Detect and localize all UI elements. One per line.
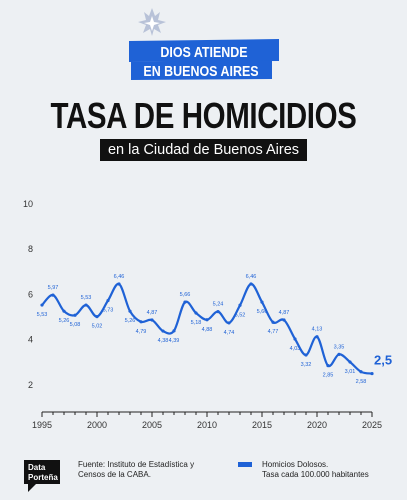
y-tick-label: 10 [23, 199, 33, 209]
x-tick-label: 2005 [142, 420, 162, 430]
x-tick-label: 2000 [87, 420, 107, 430]
x-tick-label: 2020 [307, 420, 327, 430]
data-label: 4,88 [202, 327, 213, 333]
data-label: 4,74 [224, 330, 235, 336]
footer: Data Porteña Fuente: Instituto de Estadí… [0, 450, 407, 500]
data-label: 2,85 [323, 373, 334, 379]
data-point [238, 303, 242, 307]
data-point [293, 337, 297, 341]
source-line2: Censos de la CABA. [78, 470, 151, 479]
data-point [271, 320, 275, 324]
y-tick-label: 2 [28, 380, 33, 390]
data-point [205, 318, 209, 322]
x-tick-label: 2025 [362, 420, 382, 430]
data-label: 6,46 [114, 274, 125, 280]
y-tick-label: 4 [28, 335, 33, 345]
data-point [326, 364, 330, 368]
legend-label: Homicios Dolosos. Tasa cada 100.000 habi… [262, 460, 402, 480]
data-label: 5,08 [70, 322, 81, 328]
sparkle-icon [138, 8, 166, 36]
y-tick-label: 6 [28, 289, 33, 299]
data-label: 3,01 [345, 369, 356, 375]
data-point [84, 303, 88, 307]
data-point [216, 310, 220, 314]
data-labels: 5,535,975,265,085,535,025,736,465,264,79… [37, 274, 392, 385]
badge-line1: DIOS ATIENDE [160, 44, 247, 60]
data-label: 4,39 [169, 338, 180, 344]
data-label: 5,53 [37, 312, 48, 318]
data-label: 6,46 [246, 274, 257, 280]
data-point [227, 321, 231, 325]
data-point [40, 303, 44, 307]
data-point [51, 293, 55, 297]
data-points [40, 282, 374, 376]
data-point [73, 313, 77, 317]
data-point [62, 309, 66, 313]
data-label: 4,38 [158, 338, 169, 344]
data-label: 5,97 [48, 285, 59, 291]
badge-line2: EN BUENOS AIRES [143, 63, 258, 79]
data-label: 3,35 [334, 344, 345, 350]
data-point [183, 300, 187, 304]
page-subtitle: en la Ciudad de Buenos Aires [99, 139, 308, 161]
data-label: 5,26 [125, 318, 136, 324]
data-point [161, 329, 165, 333]
homicide-rate-chart: 2 4 6 8 10 1995 2000 2005 2010 2015 2020 2025 5,53… [23, 199, 392, 430]
source-note: Fuente: Instituto de Estadística y Censo… [78, 460, 228, 480]
data-point [304, 353, 308, 357]
x-tick-label: 1995 [32, 420, 52, 430]
dios-atiende-logo: DIOS ATIENDE EN BUENOS AIRES [129, 8, 279, 80]
data-point [337, 352, 341, 356]
source-line1: Fuente: Instituto de Estadística y [78, 460, 195, 469]
data-label: 4,87 [279, 310, 290, 316]
logo-line1: Data [28, 463, 46, 472]
data-label: 4,03 [290, 346, 301, 352]
data-label: 5,66 [180, 292, 191, 298]
data-point [315, 335, 319, 339]
data-label: 5,53 [81, 295, 92, 301]
data-label: 5,26 [59, 318, 70, 324]
data-point [260, 300, 264, 304]
data-label: 5,52 [235, 312, 246, 318]
data-point [370, 371, 374, 376]
data-point [282, 318, 286, 322]
data-point [139, 320, 143, 324]
legend-line1: Homicios Dolosos. [262, 460, 329, 469]
data-point [249, 282, 253, 286]
data-portena-logo: Data Porteña [24, 460, 60, 492]
data-point [194, 311, 198, 315]
data-point [128, 309, 132, 313]
data-point [359, 370, 363, 374]
latest-value-label: 2,5 [374, 353, 392, 368]
data-label: 3,32 [301, 362, 312, 368]
x-tick-label: 2010 [197, 420, 217, 430]
data-point [117, 282, 121, 286]
data-label: 4,79 [136, 329, 147, 335]
data-label: 5,73 [103, 308, 114, 314]
data-point [172, 329, 176, 333]
data-label: 5,24 [213, 302, 224, 308]
data-label: 4,87 [147, 310, 158, 316]
data-point [106, 298, 110, 303]
y-axis: 2 4 6 8 10 [23, 199, 33, 390]
data-label: 5,02 [92, 324, 103, 330]
data-label: 5,66 [257, 309, 268, 315]
data-point [150, 318, 154, 322]
data-label: 4,13 [312, 327, 323, 333]
page-title: TASA DE HOMICIDIOS [50, 95, 357, 136]
logo-line2: Porteña [28, 473, 58, 482]
data-label: 4,77 [268, 329, 279, 335]
legend-swatch [238, 462, 252, 467]
data-label: 5,18 [191, 320, 202, 326]
legend-line2: Tasa cada 100.000 habitantes [262, 470, 369, 479]
x-tick-label: 2015 [252, 420, 272, 430]
data-point [348, 360, 352, 364]
y-tick-label: 8 [28, 244, 33, 254]
data-label: 2,58 [356, 379, 367, 385]
x-axis: 1995 2000 2005 2010 2015 2020 2025 [32, 411, 382, 430]
data-point [95, 314, 99, 319]
